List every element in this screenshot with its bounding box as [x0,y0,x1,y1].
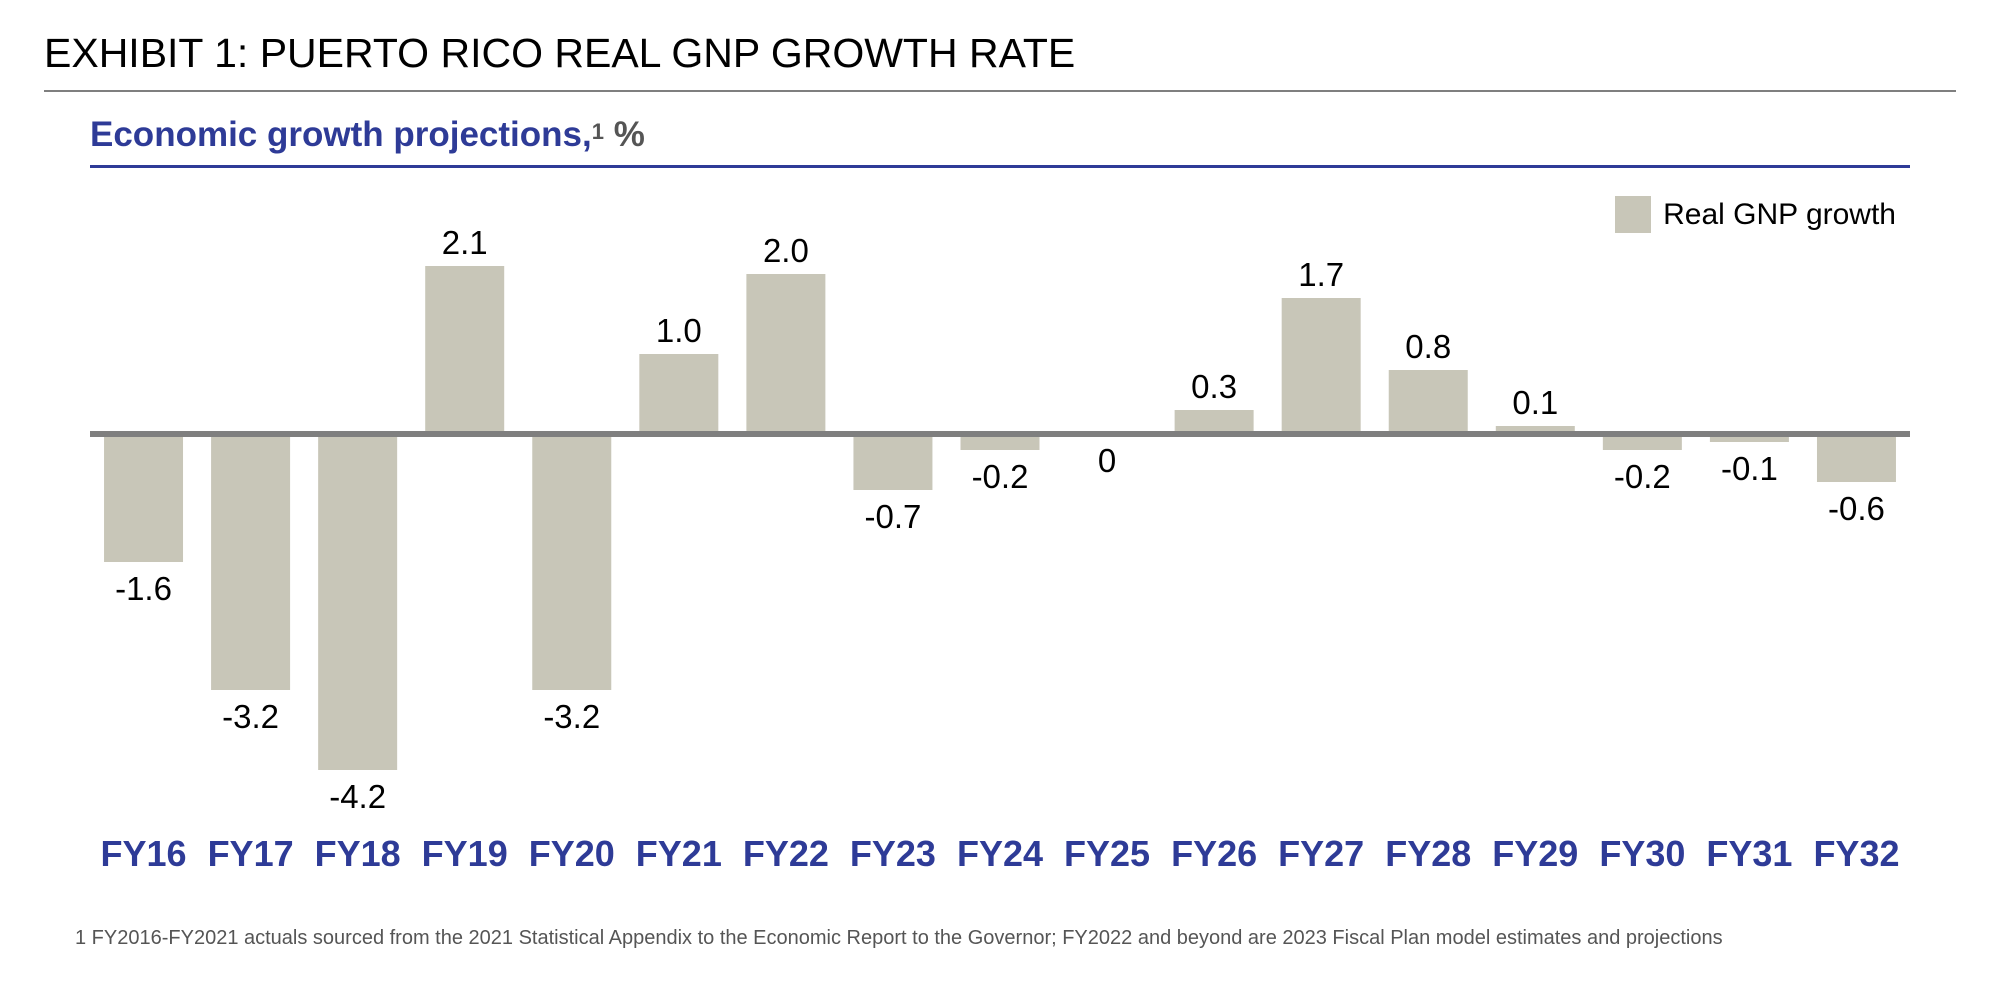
category-label-fy16: FY16 [101,833,187,874]
category-label-fy29: FY29 [1492,833,1578,874]
bars-group [104,266,1896,770]
category-label-fy18: FY18 [315,833,401,874]
exhibit-divider [44,90,1956,92]
value-label-fy16: -1.6 [115,570,172,607]
bar-fy21 [639,354,719,434]
category-label-fy24: FY24 [957,833,1043,874]
chart-title-divider [90,165,1910,168]
value-label-fy27: 1.7 [1298,256,1344,293]
value-label-fy21: 1.0 [656,312,702,349]
value-label-fy20: -3.2 [543,698,600,735]
legend: Real GNP growth [1615,196,1896,233]
bar-fy29 [1495,426,1575,434]
value-label-fy19: 2.1 [442,224,488,261]
value-label-fy18: -4.2 [329,778,386,815]
value-label-fy32: -0.6 [1828,490,1885,527]
chart-unit: % [613,115,645,154]
bar-chart: -1.6 -3.2 -4.2 2.1 -3.2 1.0 2.0 -0.7 -0.2 0 0.3 1.7… [90,224,1910,874]
bar-fy18 [318,434,398,770]
bar-fy28 [1388,370,1468,434]
category-label-fy22: FY22 [743,833,829,874]
category-label-fy32: FY32 [1813,833,1899,874]
category-labels-group: FY16 FY17 FY18 FY19 FY20 FY21 FY22 FY23 FY24 FY25… [101,833,1900,874]
bar-fy26 [1174,410,1254,434]
category-label-fy17: FY17 [208,833,294,874]
category-label-fy21: FY21 [636,833,722,874]
chart-title-footnote-marker: 1 [591,119,604,144]
bar-fy32 [1816,434,1896,482]
legend-label: Real GNP growth [1663,197,1896,231]
value-label-fy23: -0.7 [865,498,922,535]
bar-fy20 [532,434,612,690]
bar-fy16 [104,434,184,562]
category-label-fy26: FY26 [1171,833,1257,874]
bar-fy27 [1281,298,1361,434]
footnote: 1 FY2016-FY2021 actuals sourced from the… [75,927,1723,949]
legend-swatch [1615,196,1652,233]
chart-title: Economic growth projections,1 % [90,115,645,155]
value-label-fy31: -0.1 [1721,450,1778,487]
value-label-fy25: 0 [1098,442,1116,479]
category-label-fy25: FY25 [1064,833,1150,874]
category-label-fy28: FY28 [1385,833,1471,874]
value-label-fy22: 2.0 [763,232,809,269]
bar-fy23 [853,434,933,490]
exhibit-title: EXHIBIT 1: PUERTO RICO REAL GNP GROWTH R… [44,30,1076,76]
bar-fy30 [1602,434,1682,450]
category-label-fy30: FY30 [1599,833,1685,874]
value-label-fy24: -0.2 [972,458,1029,495]
value-label-fy29: 0.1 [1512,384,1558,421]
bar-fy24 [960,434,1040,450]
bar-fy22 [746,274,826,434]
value-label-fy28: 0.8 [1405,328,1451,365]
value-label-fy30: -0.2 [1614,458,1671,495]
value-label-fy26: 0.3 [1191,368,1237,405]
category-label-fy31: FY31 [1706,833,1792,874]
category-label-fy27: FY27 [1278,833,1364,874]
chart-title-text: Economic growth projections, [90,115,592,154]
category-label-fy20: FY20 [529,833,615,874]
bar-fy19 [425,266,505,434]
category-label-fy19: FY19 [422,833,508,874]
value-labels-group: -1.6 -3.2 -4.2 2.1 -3.2 1.0 2.0 -0.7 -0.2 0 0.3 1.7… [115,224,1885,815]
value-label-fy17: -3.2 [222,698,279,735]
category-label-fy23: FY23 [850,833,936,874]
bar-fy31 [1709,434,1789,442]
bar-fy17 [211,434,291,690]
